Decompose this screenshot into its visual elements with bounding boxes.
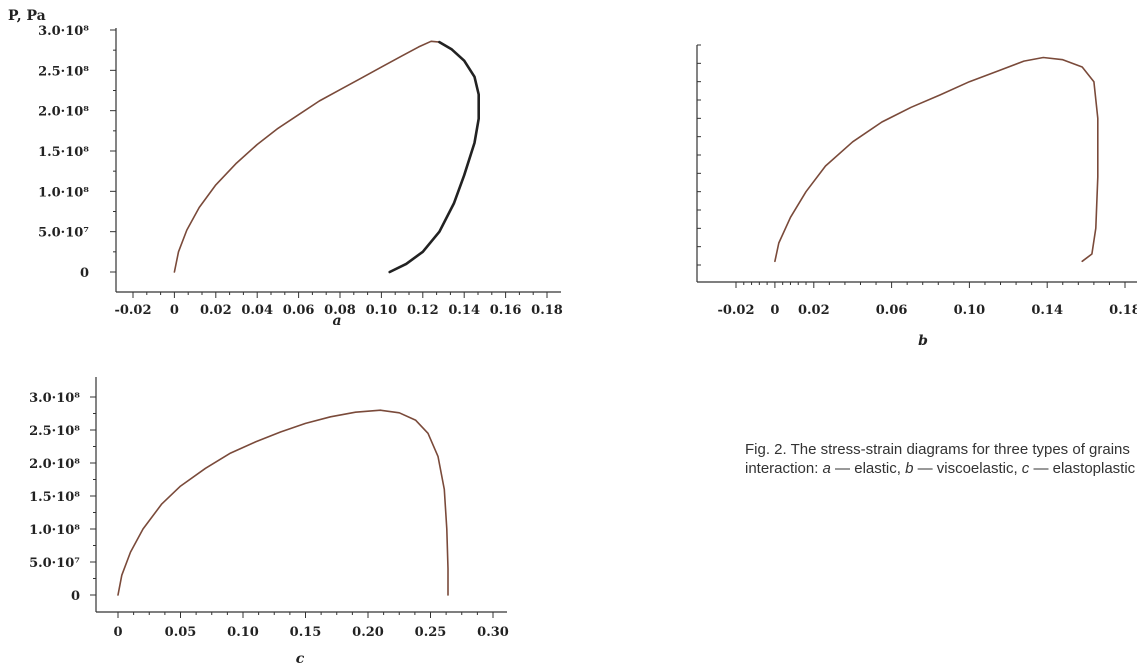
caption-line-1: Fig. 2. The stress-strain diagrams for t… bbox=[745, 441, 1130, 458]
y-tick-label: 3.0·10⁸ bbox=[29, 391, 80, 406]
y-tick-label: 2.0·10⁸ bbox=[29, 457, 80, 472]
x-tick-label: 0.04 bbox=[241, 303, 273, 318]
x-tick-label: 0.20 bbox=[352, 625, 384, 640]
x-tick-label: 0.06 bbox=[876, 303, 908, 318]
caption-line-2: interaction: a — elastic, b — viscoelast… bbox=[745, 459, 1137, 478]
y-tick-label: 2.5·10⁸ bbox=[29, 424, 80, 439]
x-tick-label: 0.10 bbox=[954, 303, 986, 318]
y-tick-label: 2.0·10⁸ bbox=[38, 105, 89, 120]
x-tick-label: -0.02 bbox=[114, 303, 151, 318]
y-tick-label: 1.0·10⁸ bbox=[29, 523, 80, 538]
caption-prefix: interaction: bbox=[745, 460, 823, 477]
x-tick-label: 0.18 bbox=[531, 303, 563, 318]
x-tick-label: 0.25 bbox=[415, 625, 447, 640]
caption-b-letter: b bbox=[905, 460, 914, 477]
panel-b: -0.02 0 0.02 0.06 0.10 0.14 0.18 b bbox=[696, 44, 1137, 349]
series-line-1 bbox=[117, 409, 449, 596]
x-tick-label: 0.16 bbox=[490, 303, 522, 318]
panel-label: b bbox=[918, 333, 928, 349]
y-tick-label: 1.5·10⁸ bbox=[38, 145, 89, 160]
x-tick-label: 0.10 bbox=[227, 625, 259, 640]
x-tick-label: 0.05 bbox=[165, 625, 197, 640]
y-tick-label: 0 bbox=[80, 266, 89, 281]
series-line-2 bbox=[388, 40, 480, 274]
x-tick-label: 0.12 bbox=[407, 303, 439, 318]
y-tick-label: 3.0·10⁸ bbox=[38, 24, 89, 39]
x-tick-label: 0.14 bbox=[448, 303, 480, 318]
x-tick-label: 0.02 bbox=[200, 303, 232, 318]
x-tick-label: 0.06 bbox=[283, 303, 315, 318]
caption-b-text: — viscoelastic, bbox=[913, 460, 1022, 477]
x-tick-label: -0.02 bbox=[717, 303, 754, 318]
x-tick-label: 0.18 bbox=[1109, 303, 1137, 318]
caption-a-letter: a bbox=[822, 460, 831, 477]
panel-c: 0 0.05 0.10 0.15 0.20 0.25 0.30 0 5.0·10⁷ 1.0·10⁸… bbox=[29, 377, 509, 665]
y-axis-label: P, Pa bbox=[8, 8, 46, 24]
y-tick-label: 5.0·10⁷ bbox=[29, 556, 80, 571]
panel-a: -0.02 0 0.02 0.04 0.06 0.08 0.10 0.12 0.14 0.16 0.… bbox=[8, 8, 563, 329]
y-tick-label: 1.0·10⁸ bbox=[38, 185, 89, 200]
caption-a-text: — elastic, bbox=[830, 460, 906, 477]
y-tick-label: 2.5·10⁸ bbox=[38, 64, 89, 79]
series-line-1 bbox=[774, 56, 1099, 263]
x-tick-label: 0.14 bbox=[1031, 303, 1063, 318]
panel-label: a bbox=[332, 313, 341, 329]
y-tick-label: 1.5·10⁸ bbox=[29, 490, 80, 505]
y-tick-label: 5.0·10⁷ bbox=[38, 226, 89, 241]
x-tick-label: 0.02 bbox=[798, 303, 830, 318]
caption-c-text: — elastoplastic bbox=[1029, 460, 1136, 477]
x-tick-label: 0.30 bbox=[477, 625, 509, 640]
x-tick-label: 0 bbox=[770, 303, 779, 318]
x-tick-label: 0 bbox=[113, 625, 122, 640]
figure-caption: Fig. 2. The stress-strain diagrams for t… bbox=[745, 440, 1137, 478]
x-tick-label: 0.08 bbox=[324, 303, 356, 318]
panel-label: c bbox=[296, 651, 305, 665]
x-tick-label: 0 bbox=[170, 303, 179, 318]
y-tick-label: 0 bbox=[71, 589, 80, 604]
caption-c-letter: c bbox=[1021, 460, 1030, 477]
x-tick-label: 0.15 bbox=[290, 625, 322, 640]
series-line-1 bbox=[173, 40, 441, 273]
x-tick-label: 0.10 bbox=[366, 303, 398, 318]
